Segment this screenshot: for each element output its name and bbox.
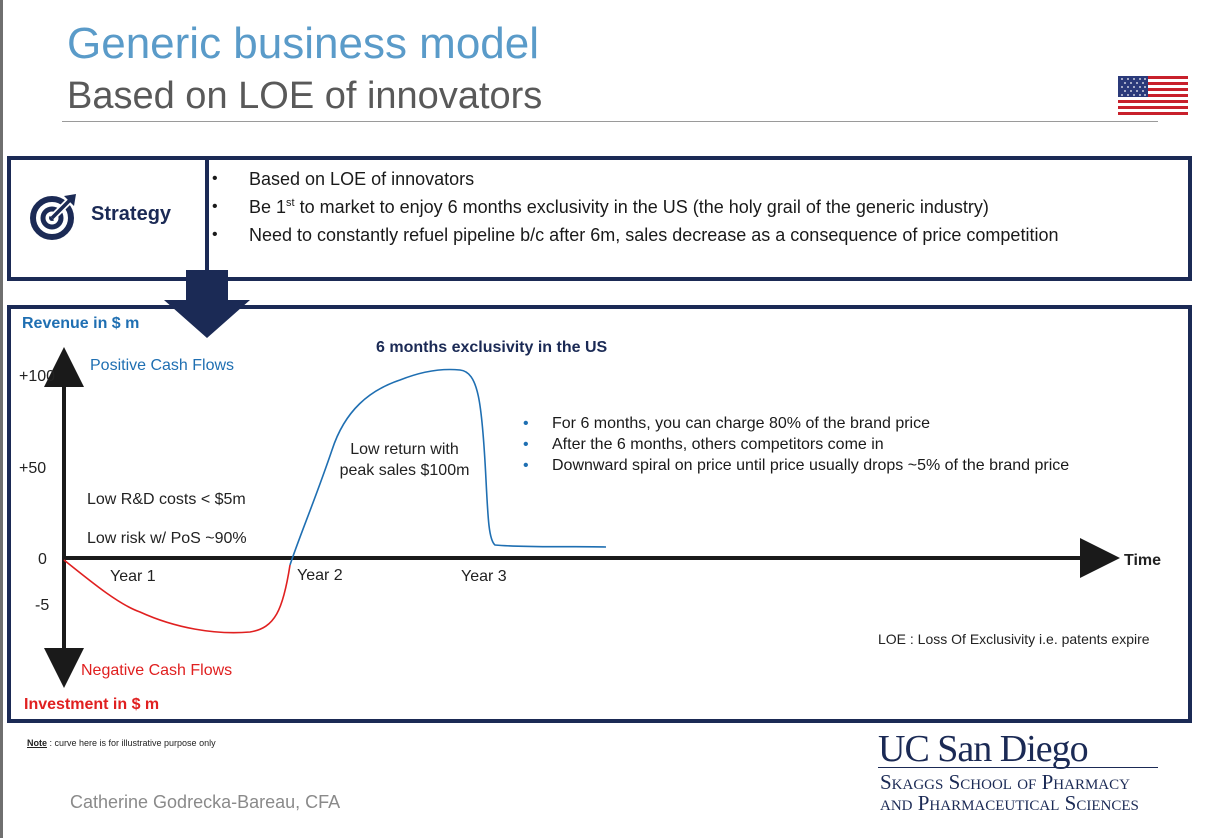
page-subtitle: Based on LOE of innovators <box>67 75 543 117</box>
low-return-label: Low return with peak sales $100m <box>339 441 470 479</box>
negative-cash-flow-curve <box>63 559 291 634</box>
page-title: Generic business model <box>67 19 540 68</box>
loe-definition: LOE : Loss Of Exclusivity i.e. patents e… <box>878 631 1150 647</box>
diagram-bullet: After the 6 months, others competitors c… <box>523 435 1069 456</box>
logo-divider <box>878 767 1158 768</box>
strategy-bullets: Based on LOE of innovators Be 1st to mar… <box>212 167 1187 251</box>
logo-name: UC San Diego <box>878 728 1089 770</box>
us-flag-icon <box>1118 76 1188 115</box>
strategy-bullet: Need to constantly refuel pipeline b/c a… <box>212 223 1187 251</box>
author-credit: Catherine Godrecka-Bareau, CFA <box>70 792 341 812</box>
y-axis-bottom-label: Investment in $ m <box>24 696 160 713</box>
y-axis-top-label: Revenue in $ m <box>22 315 140 332</box>
risk-note: Low risk w/ PoS ~90% <box>87 530 247 547</box>
down-arrow-icon <box>164 270 250 338</box>
strategy-bullet: Be 1st to market to enjoy 6 months exclu… <box>212 195 1187 223</box>
diagram-bullet: For 6 months, you can charge 80% of the … <box>523 414 1069 435</box>
strategy-bullet: Based on LOE of innovators <box>212 167 1187 195</box>
positive-cash-flow-curve <box>289 368 607 566</box>
x-axis-label: Time <box>1124 552 1162 569</box>
strategy-label: Strategy <box>91 203 172 225</box>
negative-cash-flows-label: Negative Cash Flows <box>81 662 233 679</box>
rd-cost-note: Low R&D costs < $5m <box>87 491 246 508</box>
target-icon <box>30 194 76 240</box>
exclusivity-label: 6 months exclusivity in the US <box>376 339 608 356</box>
x-tick-label: Year 1 <box>110 568 156 585</box>
ucsd-logo: UC San Diego Skaggs School of Pharmacy a… <box>878 730 1168 818</box>
x-tick-label: Year 3 <box>461 568 507 585</box>
logo-school-line1: Skaggs School of Pharmacy <box>880 770 1130 794</box>
diagram-bullet: Downward spiral on price until price usu… <box>523 456 1069 477</box>
positive-cash-flows-label: Positive Cash Flows <box>90 357 235 374</box>
x-tick-label: Year 2 <box>297 567 343 584</box>
diagram-panel <box>7 305 1192 723</box>
logo-school-line2: and Pharmaceutical Sciences <box>880 791 1139 815</box>
footnote: Note : curve here is for illustrative pu… <box>27 738 216 748</box>
y-tick-label: +100 <box>19 368 56 385</box>
y-tick-label: -5 <box>35 597 50 614</box>
left-edge-line <box>0 0 3 838</box>
diagram-bullets: For 6 months, you can charge 80% of the … <box>523 414 1069 477</box>
footnote-text: : curve here is for illustrative purpose… <box>47 738 216 748</box>
y-tick-label: +50 <box>19 460 47 477</box>
footnote-key: Note <box>27 738 47 748</box>
title-divider <box>62 121 1158 122</box>
y-tick-label: 0 <box>38 551 47 568</box>
